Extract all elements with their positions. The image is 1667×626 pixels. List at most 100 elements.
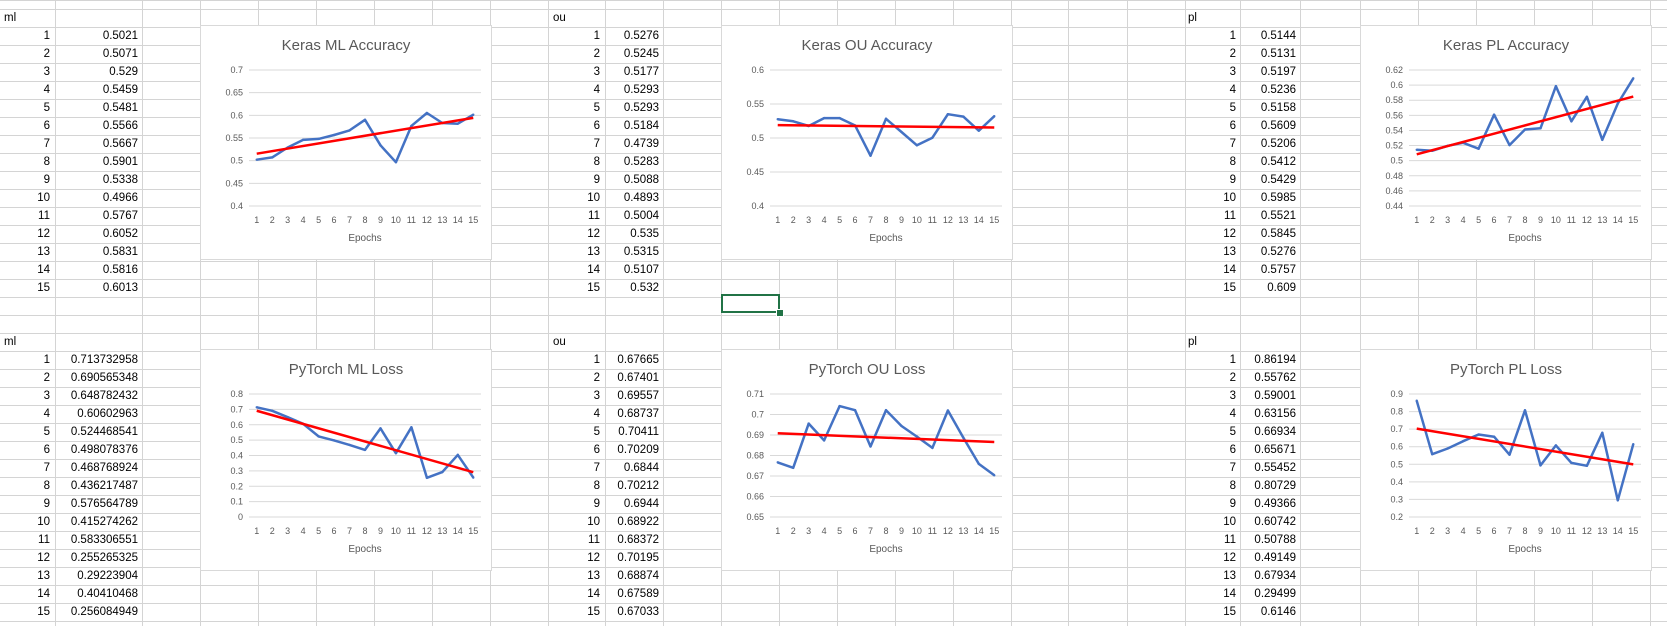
row-number-cell[interactable]: 5 [1229,102,1236,114]
value-cell[interactable]: 0.468768924 [70,462,138,474]
row-number-cell[interactable]: 13 [37,246,50,258]
value-cell[interactable]: 0.5004 [623,210,659,222]
value-cell[interactable]: 0.49366 [1254,498,1296,510]
row-number-cell[interactable]: 3 [43,390,50,402]
value-cell[interactable]: 0.70212 [617,480,659,492]
row-number-cell[interactable]: 11 [588,534,600,546]
row-number-cell[interactable]: 8 [43,156,50,168]
value-cell[interactable]: 0.50788 [1254,534,1296,546]
value-cell[interactable]: 0.60602963 [77,408,138,420]
block-label-cell[interactable]: pl [1188,336,1197,348]
value-cell[interactable]: 0.524468541 [70,426,138,438]
row-number-cell[interactable]: 7 [1229,138,1236,150]
row-number-cell[interactable]: 15 [37,282,50,294]
value-cell[interactable]: 0.70209 [617,444,659,456]
row-number-cell[interactable]: 7 [43,138,50,150]
row-number-cell[interactable]: 6 [593,120,600,132]
row-number-cell[interactable]: 11 [38,534,50,546]
value-cell[interactable]: 0.63156 [1254,408,1296,420]
row-number-cell[interactable]: 5 [43,102,50,114]
row-number-cell[interactable]: 12 [37,228,50,240]
row-number-cell[interactable]: 13 [37,570,50,582]
fill-handle[interactable] [776,309,784,317]
row-number-cell[interactable]: 10 [1223,192,1236,204]
value-cell[interactable]: 0.5283 [623,156,659,168]
value-cell[interactable]: 0.5197 [1260,66,1296,78]
row-number-cell[interactable]: 3 [593,390,600,402]
row-number-cell[interactable]: 14 [1223,264,1236,276]
row-number-cell[interactable]: 8 [1229,480,1236,492]
row-number-cell[interactable]: 6 [1229,444,1236,456]
value-cell[interactable]: 0.67401 [617,372,659,384]
value-cell[interactable]: 0.5338 [102,174,138,186]
value-cell[interactable]: 0.68737 [617,408,659,420]
row-number-cell[interactable]: 14 [37,588,50,600]
value-cell[interactable]: 0.5521 [1260,210,1296,222]
row-number-cell[interactable]: 4 [593,84,600,96]
row-number-cell[interactable]: 3 [593,66,600,78]
value-cell[interactable]: 0.4966 [102,192,138,204]
value-cell[interactable]: 0.67665 [617,354,659,366]
row-number-cell[interactable]: 9 [593,498,600,510]
block-label-cell[interactable]: pl [1188,12,1197,24]
row-number-cell[interactable]: 3 [1229,390,1236,402]
value-cell[interactable]: 0.65671 [1254,444,1296,456]
row-number-cell[interactable]: 7 [43,462,50,474]
row-number-cell[interactable]: 15 [587,282,600,294]
row-number-cell[interactable]: 10 [1223,516,1236,528]
row-number-cell[interactable]: 5 [593,426,600,438]
value-cell[interactable]: 0.5757 [1260,264,1296,276]
value-cell[interactable]: 0.255265325 [70,552,138,564]
row-number-cell[interactable]: 1 [43,30,50,42]
row-number-cell[interactable]: 12 [37,552,50,564]
value-cell[interactable]: 0.67589 [617,588,659,600]
row-number-cell[interactable]: 5 [43,426,50,438]
value-cell[interactable]: 0.60742 [1254,516,1296,528]
row-number-cell[interactable]: 2 [593,372,600,384]
row-number-cell[interactable]: 8 [593,156,600,168]
row-number-cell[interactable]: 2 [43,48,50,60]
value-cell[interactable]: 0.690565348 [70,372,138,384]
row-number-cell[interactable]: 11 [588,210,600,222]
value-cell[interactable]: 0.6844 [623,462,659,474]
row-number-cell[interactable]: 2 [43,372,50,384]
row-number-cell[interactable]: 4 [1229,84,1236,96]
value-cell[interactable]: 0.70411 [618,426,659,438]
value-cell[interactable]: 0.49149 [1254,552,1296,564]
value-cell[interactable]: 0.5985 [1260,192,1296,204]
value-cell[interactable]: 0.55452 [1254,462,1296,474]
row-number-cell[interactable]: 3 [43,66,50,78]
row-number-cell[interactable]: 15 [1223,282,1236,294]
value-cell[interactable]: 0.86194 [1254,354,1296,366]
row-number-cell[interactable]: 2 [1229,372,1236,384]
row-number-cell[interactable]: 13 [1223,246,1236,258]
value-cell[interactable]: 0.55762 [1254,372,1296,384]
value-cell[interactable]: 0.5206 [1260,138,1296,150]
value-cell[interactable]: 0.415274262 [70,516,138,528]
row-number-cell[interactable]: 7 [593,138,600,150]
value-cell[interactable]: 0.583306551 [70,534,138,546]
value-cell[interactable]: 0.5609 [1260,120,1296,132]
value-cell[interactable]: 0.59001 [1254,390,1296,402]
row-number-cell[interactable]: 6 [43,444,50,456]
value-cell[interactable]: 0.5412 [1260,156,1296,168]
value-cell[interactable]: 0.29499 [1254,588,1296,600]
row-number-cell[interactable]: 4 [43,84,50,96]
row-number-cell[interactable]: 10 [37,192,50,204]
row-number-cell[interactable]: 4 [593,408,600,420]
row-number-cell[interactable]: 5 [593,102,600,114]
row-number-cell[interactable]: 8 [593,480,600,492]
row-number-cell[interactable]: 9 [1229,174,1236,186]
value-cell[interactable]: 0.5315 [623,246,659,258]
chart-keras-ou-accuracy[interactable]: Keras OU Accuracy 0.4 0.45 0.5 0.55 0.6 1 2 3 4 5 6… [721,25,1013,260]
value-cell[interactable]: 0.5767 [102,210,138,222]
value-cell[interactable]: 0.5184 [623,120,659,132]
row-number-cell[interactable]: 13 [1223,570,1236,582]
value-cell[interactable]: 0.5177 [623,66,659,78]
row-number-cell[interactable]: 15 [1223,606,1236,618]
value-cell[interactable]: 0.5245 [623,48,659,60]
value-cell[interactable]: 0.5831 [102,246,138,258]
row-number-cell[interactable]: 12 [587,552,600,564]
value-cell[interactable]: 0.5276 [1260,246,1296,258]
value-cell[interactable]: 0.70195 [617,552,659,564]
